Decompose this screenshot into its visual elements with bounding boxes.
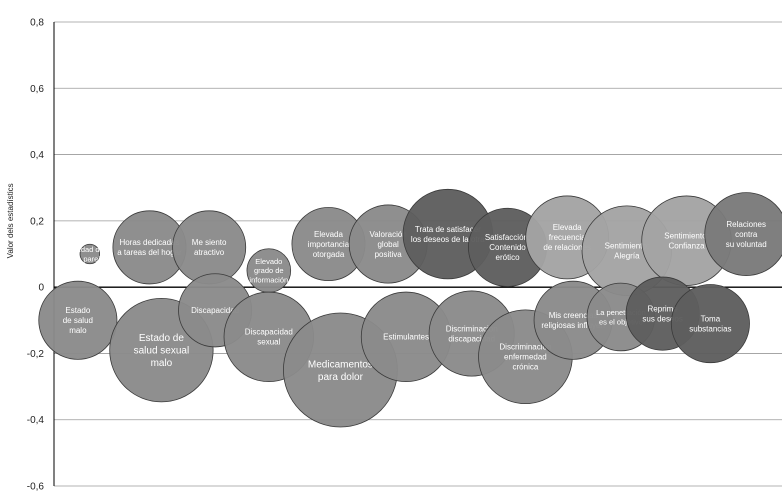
bubble-label: religiosas influyen (541, 321, 605, 330)
bubble-label: malo (151, 358, 173, 369)
bubble-label: La penetración (596, 308, 646, 317)
bubble-label: para dolor (318, 372, 364, 383)
bubble-label: Sentimiento: (664, 232, 708, 241)
bubble-label: salud sexual (134, 346, 190, 357)
bubble-label: Me siento (192, 238, 227, 247)
y-tick-label: -0,6 (27, 482, 45, 492)
bubble-label: la pareja (75, 254, 105, 263)
bubble-label: Elevada (314, 230, 343, 239)
bubble-label: Elevado (255, 257, 282, 266)
bubble-label: Valoración (370, 230, 407, 239)
y-tick-label: 0,6 (30, 84, 44, 95)
bubble-label: Discriminación (446, 324, 498, 333)
bubble-label: información (249, 276, 288, 285)
bubble-label: Estimulantes (383, 333, 429, 342)
bubble-label: Trata de satisfacer (415, 225, 481, 234)
bubble-label: Contenido (489, 243, 526, 252)
y-tick-label: 0 (38, 283, 44, 294)
bubble-label: Elevada (553, 223, 582, 232)
bubble-label: Sentimiento: (605, 241, 649, 250)
y-tick-label: 0,2 (30, 216, 44, 227)
bubble-label: Satisfacción: (485, 233, 530, 242)
bubble-label: contra (735, 230, 758, 239)
bubble-label: otorgada (313, 250, 345, 259)
y-tick-label: 0,4 (30, 150, 44, 161)
bubble-label: su voluntad (726, 240, 767, 249)
bubble-label: Discapacidad (191, 306, 239, 315)
bubble-circle (704, 192, 782, 276)
bubble-label: Discapacidad (245, 328, 293, 337)
y-tick-label: -0,2 (27, 349, 45, 360)
bubble-label: erótico (496, 253, 521, 262)
bubble-label: enfermedad (504, 353, 547, 362)
bubble-label: es el objetivo (599, 317, 643, 326)
bubble-label: los deseos de la otra (411, 235, 485, 244)
bubble-circle (670, 284, 750, 364)
bubble-label: Estado de (139, 333, 184, 344)
bubble-label: substancias (689, 324, 731, 333)
bubble-label: Edad de (76, 245, 104, 254)
bubble-label: Alegría (614, 251, 640, 260)
bubble-label: malo (69, 326, 87, 335)
bubble-label: a tareas del hogar (117, 248, 182, 257)
bubble-label: global (377, 240, 399, 249)
y-tick-label: -0,4 (27, 415, 45, 426)
bubble-label: grado de (254, 266, 284, 275)
bubble-label: sexual (257, 338, 280, 347)
bubble-label: Confianza (669, 242, 706, 251)
y-axis-label: Valor dels estadístics (6, 183, 15, 258)
y-axis: 0,8 0,6 0,4 0,2 0 -0,2 -0,4 -0,6 (27, 18, 55, 492)
bubble-label: de relaciones (543, 243, 591, 252)
bubble-label: de salud (63, 316, 93, 325)
bubble-label: sus deseos (642, 314, 682, 323)
bubble-label: Relaciones (726, 220, 766, 229)
y-tick-label: 0,8 (30, 18, 44, 29)
bubble-label: importancia (308, 240, 350, 249)
bubble-label: frecuencia (549, 233, 586, 242)
bubble-label: Reprime (648, 304, 679, 313)
bubble-circle (38, 280, 118, 360)
bubble-label: Horas dedicadas (119, 238, 179, 247)
bubble-label: atractivo (194, 248, 225, 257)
bubble-label: crónica (513, 363, 539, 372)
bubble-label: Toma (701, 314, 721, 323)
bubble-label: Estado (65, 306, 90, 315)
bubble-circle (79, 243, 100, 265)
bubble-label: positiva (375, 250, 403, 259)
bubble-label: discapacidad (448, 334, 495, 343)
bubble-label: Discriminación (499, 343, 551, 352)
bubble-label: Mis creencias (549, 311, 598, 320)
bubble-label: Medicamentos (308, 359, 373, 370)
